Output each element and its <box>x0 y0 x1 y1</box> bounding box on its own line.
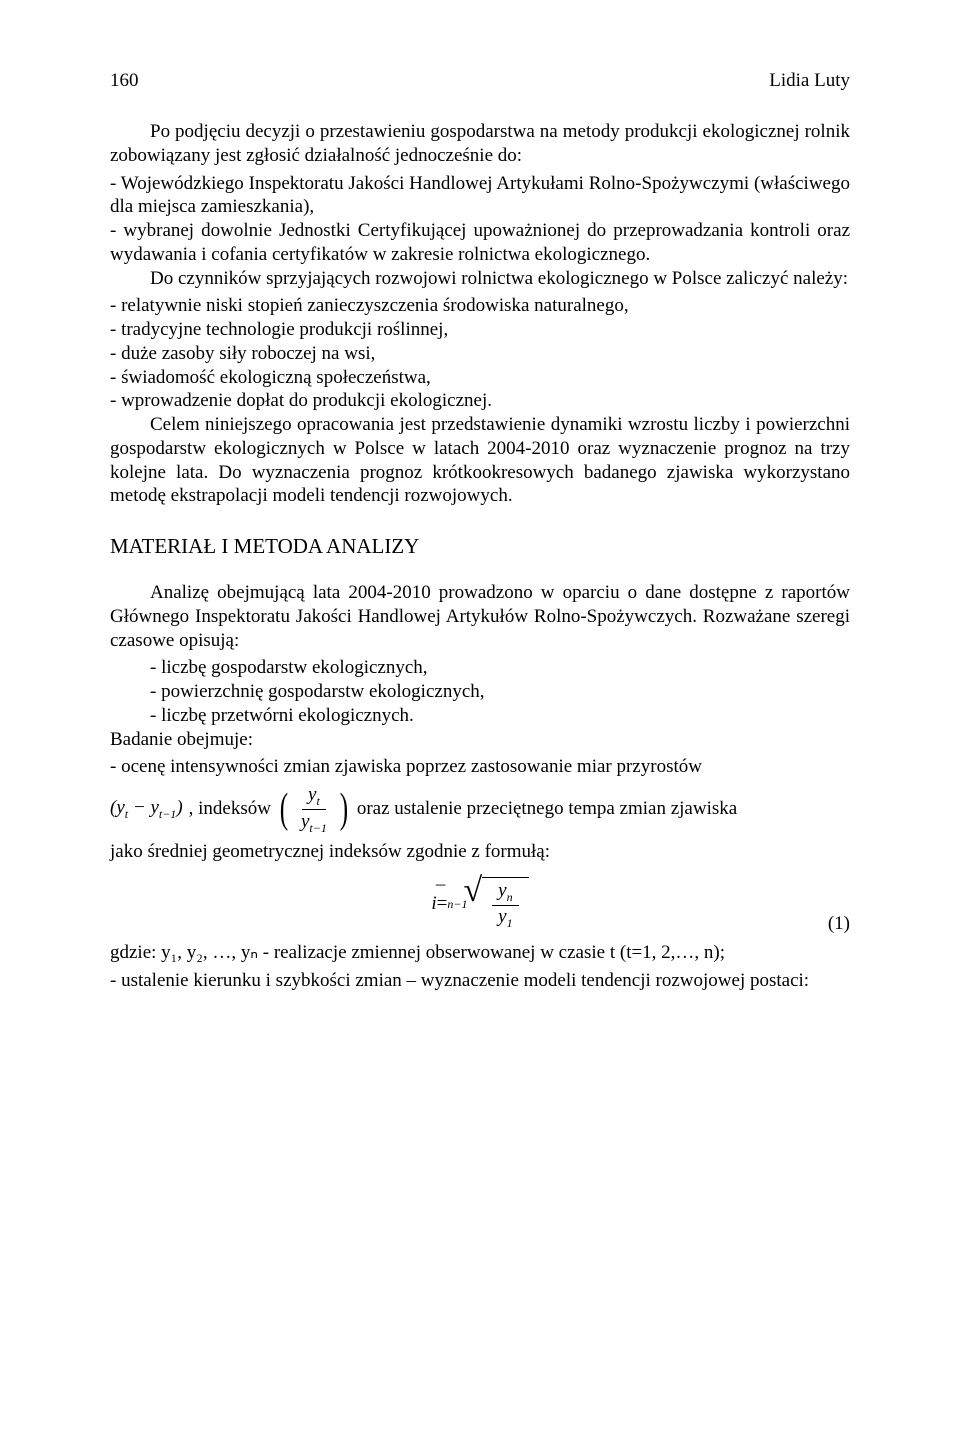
bullet-1-0: - Wojewódzkiego Inspektoratu Jakości Han… <box>110 172 850 220</box>
equation-number: (1) <box>828 913 850 935</box>
running-head-author: Lidia Luty <box>769 70 850 92</box>
bullet-3-2: - liczbę przetwórni ekologicznych. <box>110 704 850 728</box>
inline-formula-row: (yt − yt−1) , indeksów ( yt yt−1 ) oraz … <box>110 783 850 836</box>
page-number: 160 <box>110 70 139 92</box>
section-title: MATERIAŁ I METODA ANALIZY <box>110 534 850 559</box>
bullet-2-1: - tradycyjne technologie produkcji rośli… <box>110 318 850 342</box>
badanie-label: Badanie obejmuje: <box>110 728 850 752</box>
root-fraction: yn y1 <box>492 880 518 931</box>
bullet-2-3: - świadomość ekologiczną społeczeństwa, <box>110 366 850 390</box>
bullet-2-2: - duże zasoby siły roboczej na wsi, <box>110 342 850 366</box>
page: 160 Lidia Luty Po podjęciu decyzji o prz… <box>0 0 960 1056</box>
big-open-paren: ( <box>280 788 288 830</box>
bullet-3-0: - liczbę gospodarstw ekologicznych, <box>110 656 850 680</box>
big-close-paren: ) <box>340 788 348 830</box>
radical: √ yn y1 <box>464 877 529 931</box>
paragraph-4: Analizę obejmującą lata 2004-2010 prowad… <box>110 581 850 652</box>
oraz-text: oraz ustalenie przeciętnego tempa zmian … <box>357 797 737 821</box>
paragraph-1: Po podjęciu decyzji o przestawieniu gosp… <box>110 120 850 168</box>
i-bar: ¯ <box>434 883 444 905</box>
bullet-2-0: - relatywnie niski stopień zanieczyszcze… <box>110 294 850 318</box>
bullet-3-1: - powierzchnię gospodarstw ekologicznych… <box>110 680 850 704</box>
paragraph-2: Do czynników sprzyjających rozwojowi rol… <box>110 267 850 291</box>
bullet-1-1: - wybranej dowolnie Jednostki Certyfikuj… <box>110 219 850 267</box>
jako-line: jako średniej geometrycznej indeksów zgo… <box>110 840 850 864</box>
index-fraction: yt yt−1 <box>295 783 333 836</box>
radical-sign: √ <box>464 877 483 905</box>
diff-expression: (yt − yt−1) <box>110 796 183 822</box>
close-paren: ) <box>176 797 182 818</box>
paragraph-3: Celem niniejszego opracowania jest przed… <box>110 413 850 508</box>
gdzie-line: gdzie: y₁, y₂, …, yₙ - realizacje zmienn… <box>110 941 850 965</box>
bullet-2-4: - wprowadzenie dopłat do produkcji ekolo… <box>110 389 850 413</box>
running-header: 160 Lidia Luty <box>110 70 850 92</box>
indeksow-label: , indeksów <box>189 797 271 821</box>
ustalenie-line: - ustalenie kierunku i szybkości zmian –… <box>110 969 850 993</box>
badanie-item-1: - ocenę intensywności zmian zjawiska pop… <box>110 755 850 779</box>
